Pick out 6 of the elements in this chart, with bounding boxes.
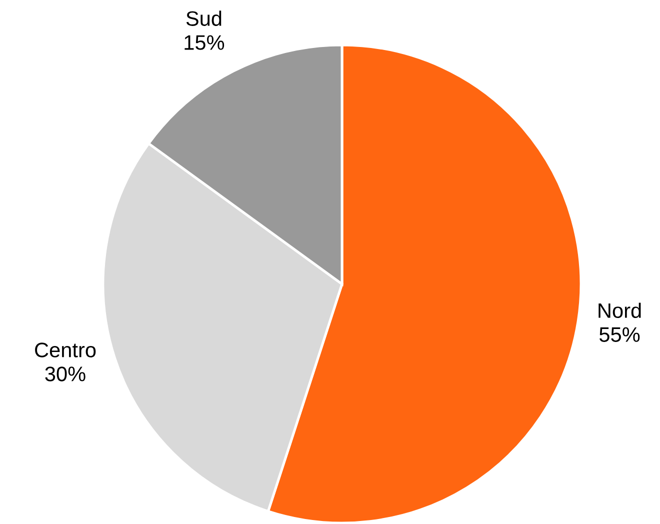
slice-label: Sud <box>186 10 222 26</box>
data-label: 55% <box>600 327 640 342</box>
slice-label: Centro <box>35 342 96 358</box>
data-label: 30% <box>45 366 86 382</box>
data-label: 15% <box>184 35 224 50</box>
slice-label: Nord <box>598 302 641 318</box>
